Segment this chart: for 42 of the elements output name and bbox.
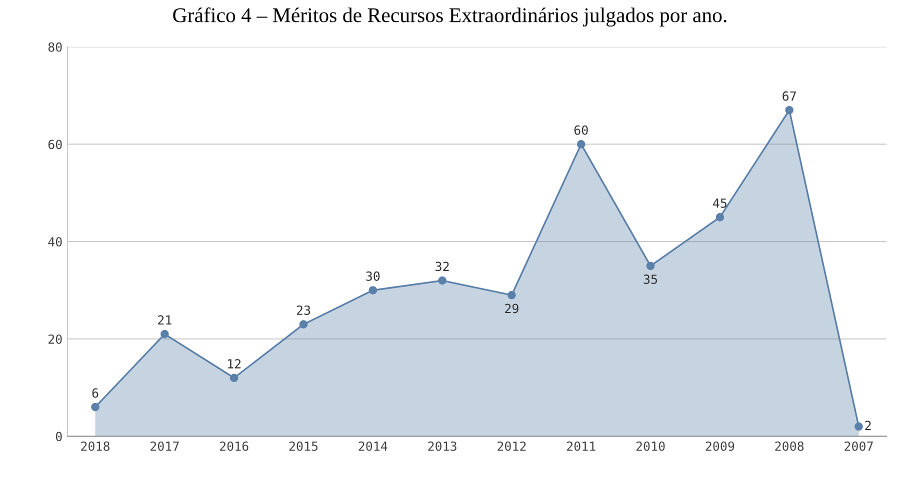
data-label: 29 <box>505 304 518 314</box>
x-tick-label: 2015 <box>289 441 318 451</box>
point <box>230 374 238 382</box>
x-tick-label: 2009 <box>706 441 734 451</box>
point <box>785 106 794 114</box>
x-tick-label: 2008 <box>775 441 804 451</box>
point <box>160 330 169 338</box>
x-tick-label: 2012 <box>498 441 526 451</box>
data-label: 45 <box>713 198 726 208</box>
y-tick-label: 40 <box>48 237 62 247</box>
data-label: 67 <box>782 91 796 101</box>
y-tick-label: 80 <box>48 42 62 52</box>
data-label: 30 <box>366 271 380 281</box>
x-tick-label: 2007 <box>844 441 873 451</box>
point <box>91 402 100 412</box>
data-label: 6 <box>92 388 98 398</box>
data-label: 23 <box>296 306 310 315</box>
point <box>438 276 446 285</box>
y-tick-label: 60 <box>48 140 62 150</box>
data-label: 60 <box>574 125 588 135</box>
x-tick-label: 2018 <box>81 441 110 451</box>
x-tick-label: 2013 <box>428 441 456 451</box>
chart-title: Gráfico 4 – Méritos de Recursos Extraordinários julgados por ano. <box>173 7 726 27</box>
data-label: 35 <box>644 274 658 284</box>
data-label: 32 <box>436 262 449 272</box>
data-label: 12 <box>228 359 241 368</box>
x-tick-label: 2016 <box>220 441 248 451</box>
point <box>646 262 655 270</box>
data-label: 2 <box>865 420 871 430</box>
y-tick-label: 0 <box>56 432 62 442</box>
data-label: 21 <box>158 315 172 325</box>
point <box>854 422 863 431</box>
x-tick-label: 2014 <box>358 441 388 451</box>
point <box>716 213 724 222</box>
point <box>299 320 308 328</box>
x-tick-label: 2011 <box>566 441 596 451</box>
point <box>368 286 378 294</box>
x-tick-label: 2010 <box>636 441 665 451</box>
y-tick-label: 20 <box>48 334 62 344</box>
x-tick-label: 2017 <box>150 441 179 451</box>
point <box>576 140 586 148</box>
point <box>508 290 516 300</box>
